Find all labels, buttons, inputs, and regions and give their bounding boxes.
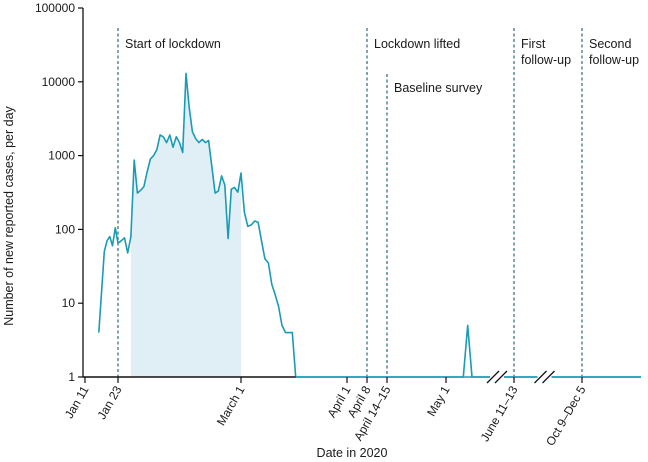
event-label: Second (589, 37, 631, 51)
y-tick-label: 10000 (42, 75, 76, 89)
event-labels: Start of lockdown Lockdown lifted Baseline… (125, 37, 639, 95)
axis-break-gap (490, 372, 504, 382)
y-tick-label: 10 (62, 296, 76, 310)
series-line (98, 72, 641, 378)
axis-break-slash (494, 370, 508, 384)
lockdown-shaded-area (130, 73, 241, 377)
event-label: follow-up (589, 53, 639, 67)
y-axis-title: Number of new reported cases, per day (2, 105, 16, 325)
event-label: Start of lockdown (125, 37, 221, 51)
event-label: Baseline survey (394, 81, 483, 95)
x-tick-label: Oct 9–Dec 5 (543, 383, 589, 448)
axis-break-slash (542, 370, 555, 384)
x-tick-label: June 11–13 (478, 383, 521, 444)
x-axis-title: Date in 2020 (317, 446, 388, 460)
axis-break-gap (537, 372, 552, 382)
y-axis-ticks: 1 10 100 1000 10000 100000 (35, 1, 83, 384)
event-label: Lockdown lifted (374, 37, 460, 51)
axis-break-slash (534, 370, 547, 384)
axis-break-slash (486, 370, 500, 384)
y-tick-label: 100000 (35, 1, 75, 15)
event-label: follow-up (521, 53, 571, 67)
y-tick-label: 1000 (48, 149, 75, 163)
event-label: First (521, 37, 546, 51)
x-tick-label: May 1 (424, 383, 453, 419)
axis-break-marks (486, 370, 555, 384)
y-tick-label: 100 (55, 222, 75, 236)
y-tick-label: 1 (68, 370, 75, 384)
event-lines (117, 28, 583, 377)
x-tick-label: March 1 (214, 383, 248, 428)
x-tick-label: Jan 23 (94, 383, 124, 421)
x-tick-label: Jan 11 (62, 383, 92, 421)
